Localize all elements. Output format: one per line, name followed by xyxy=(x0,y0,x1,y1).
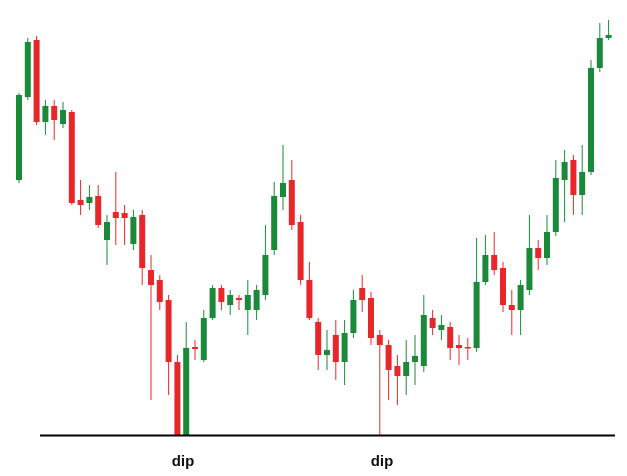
annotation: dip xyxy=(172,453,195,470)
annotation: dip xyxy=(371,453,394,470)
